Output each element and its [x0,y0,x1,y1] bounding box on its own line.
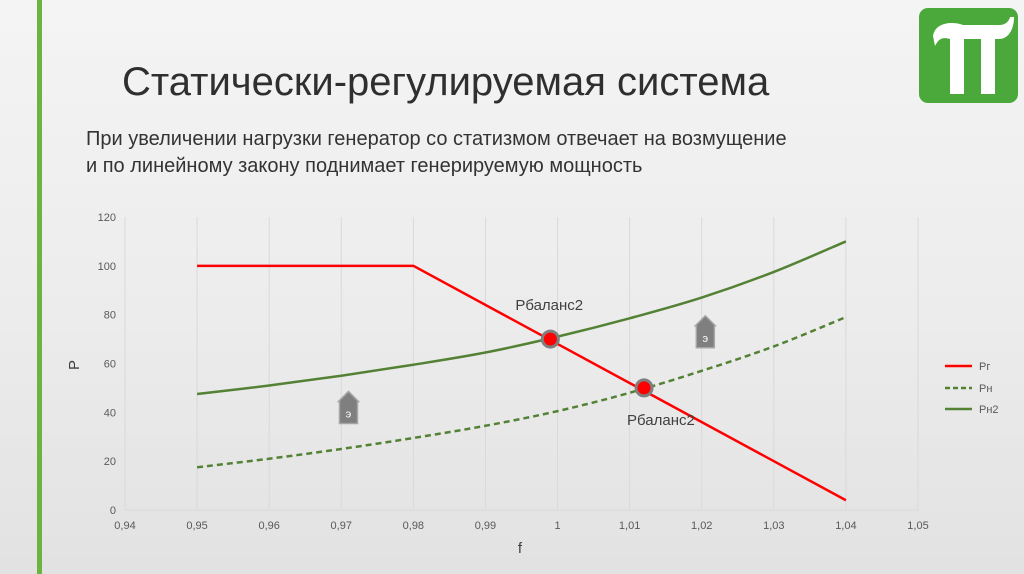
y-tick-label: 40 [104,407,116,419]
balance-points [540,329,654,398]
legend: Pг Pн Pн2 [945,361,999,416]
y-tick-label: 20 [104,456,116,468]
x-tick-label: 0,98 [403,520,424,532]
arrow-shape [336,390,361,425]
x-tick-label: 1 [554,520,560,532]
arrows: ээ [336,314,718,425]
subtitle-line-2: и по линейному закону поднимает генериру… [86,155,643,177]
y-tick-label: 120 [98,212,116,224]
x-tick-label: 0,99 [475,520,496,532]
annotations: Pбаланс2 Pбаланс2 [515,297,695,429]
x-tick-label: 0,95 [186,520,207,532]
pi-logo-icon [919,8,1018,103]
x-tick-label: 0,94 [114,520,135,532]
x-tick-label: 1,02 [691,520,712,532]
y-tick-labels: 0 20 40 60 80 100 120 [98,212,116,517]
legend-label-pn: Pн [979,383,992,395]
legend-label-pg: Pг [979,361,990,373]
y-tick-label: 60 [104,359,116,371]
x-tick-label: 0,97 [331,520,352,532]
x-tick-label: 1,03 [763,520,784,532]
x-tick-label: 0,96 [258,520,279,532]
up-arrow-icon: э [336,390,361,425]
series-pg-line [197,264,847,502]
balance-label: Pбаланс2 [515,297,583,314]
arrow-label: э [346,408,352,420]
balance-point [540,329,560,349]
series-pn2-line [196,240,847,396]
arrow-shape [693,314,718,349]
arrow-label: э [703,333,709,345]
legend-label-pn2: Pн2 [979,404,999,416]
y-axis-title: P [66,360,83,370]
x-tick-labels: 0,94 0,95 0,96 0,97 0,98 0,99 1 1,01 1,02 1,03 1,0… [114,520,928,532]
slide-subtitle: При увеличении нагрузки генератор со ста… [86,126,787,180]
x-axis-title: f [518,540,523,557]
grid [124,217,919,510]
y-tick-label: 0 [110,505,116,517]
series [196,240,847,502]
series-pn-line [196,315,847,469]
balance-label: Pбаланс2 [627,412,695,429]
subtitle-line-1: При увеличении нагрузки генератор со ста… [86,128,787,150]
accent-bar [37,0,42,574]
up-arrow-icon: э [693,314,718,349]
y-tick-label: 80 [104,310,116,322]
y-tick-label: 100 [98,261,116,273]
slide-title: Статически-регулируемая система [122,60,770,104]
x-tick-label: 1,05 [907,520,928,532]
balance-point [634,378,654,398]
x-tick-label: 1,04 [835,520,856,532]
x-tick-label: 1,01 [619,520,640,532]
